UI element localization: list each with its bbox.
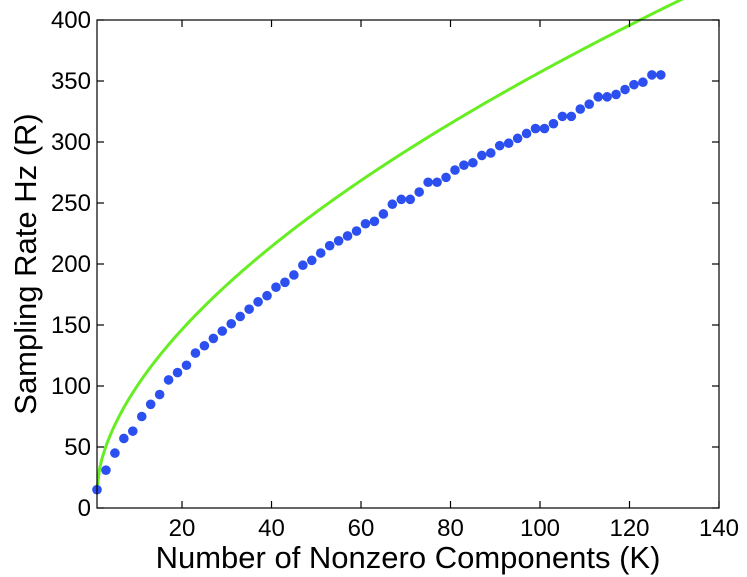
data-point bbox=[396, 194, 407, 205]
data-point bbox=[459, 160, 469, 170]
x-tick-label: 80 bbox=[437, 515, 464, 542]
y-tick-label: 400 bbox=[51, 7, 91, 34]
x-axis-label: Number of Nonzero Components (K) bbox=[156, 540, 661, 575]
y-tick-label: 50 bbox=[64, 434, 91, 461]
data-point bbox=[351, 226, 362, 236]
x-tick-label: 120 bbox=[609, 515, 649, 542]
data-point bbox=[423, 177, 433, 188]
data-point bbox=[298, 260, 308, 271]
data-point bbox=[584, 99, 595, 109]
data-points-layer bbox=[92, 70, 666, 495]
data-point bbox=[342, 231, 353, 241]
data-point bbox=[119, 433, 129, 444]
data-point bbox=[378, 209, 389, 219]
data-point bbox=[101, 465, 111, 475]
data-point bbox=[477, 150, 487, 161]
data-point bbox=[638, 77, 648, 88]
data-point bbox=[271, 282, 281, 292]
data-point bbox=[360, 218, 371, 229]
fit-curve bbox=[95, 0, 684, 490]
data-point bbox=[333, 236, 344, 246]
data-point bbox=[262, 290, 272, 301]
axis-ticks-layer: 0 50 100 150 200 250 300 350 400 20 40 60 80 100 120 14… bbox=[51, 7, 739, 542]
x-tick-label: 20 bbox=[169, 515, 196, 542]
data-point bbox=[217, 326, 228, 336]
data-point bbox=[387, 199, 398, 210]
data-point bbox=[450, 165, 460, 175]
data-point bbox=[414, 187, 424, 197]
data-point bbox=[154, 389, 165, 400]
data-point bbox=[226, 318, 237, 329]
data-point bbox=[611, 89, 621, 100]
data-point bbox=[136, 411, 147, 422]
x-tick-label: 140 bbox=[699, 515, 739, 542]
data-point bbox=[530, 123, 541, 134]
data-point bbox=[172, 367, 183, 378]
data-point bbox=[566, 111, 577, 122]
data-point bbox=[557, 111, 568, 122]
data-point bbox=[253, 297, 263, 307]
data-point bbox=[315, 248, 326, 258]
data-point bbox=[521, 128, 532, 139]
data-point bbox=[468, 157, 478, 168]
y-tick-label: 0 bbox=[78, 495, 91, 522]
data-point bbox=[128, 426, 138, 436]
data-point bbox=[494, 140, 505, 151]
data-point bbox=[485, 148, 496, 158]
data-point bbox=[432, 177, 442, 188]
y-tick-label: 150 bbox=[51, 312, 91, 339]
data-point bbox=[289, 270, 299, 280]
data-point bbox=[163, 375, 174, 385]
data-point bbox=[593, 92, 603, 102]
y-tick-label: 100 bbox=[51, 373, 91, 400]
data-point bbox=[629, 79, 639, 90]
y-tick-label: 250 bbox=[51, 190, 91, 217]
data-point bbox=[145, 399, 156, 410]
data-point bbox=[647, 70, 657, 80]
data-point bbox=[280, 277, 290, 288]
data-point bbox=[512, 133, 523, 144]
data-point bbox=[324, 240, 335, 251]
y-tick-label: 300 bbox=[51, 129, 91, 156]
data-point bbox=[306, 255, 317, 266]
data-point bbox=[575, 104, 586, 114]
data-point bbox=[110, 448, 120, 458]
data-point bbox=[548, 118, 559, 129]
y-tick-label: 200 bbox=[51, 251, 91, 278]
data-point bbox=[199, 340, 210, 351]
data-point bbox=[602, 92, 612, 102]
x-tick-label: 40 bbox=[258, 515, 285, 542]
data-point bbox=[208, 333, 219, 344]
data-point bbox=[503, 138, 514, 149]
fit-curve-layer bbox=[95, 0, 684, 490]
data-point bbox=[369, 216, 380, 227]
data-point bbox=[244, 304, 254, 314]
y-axis-label: Sampling Rate Hz (R) bbox=[8, 113, 43, 414]
data-point bbox=[620, 84, 630, 95]
data-point bbox=[181, 360, 192, 371]
data-point bbox=[405, 194, 416, 205]
data-point bbox=[539, 123, 550, 134]
x-tick-label: 60 bbox=[348, 515, 375, 542]
x-tick-label: 100 bbox=[520, 515, 560, 542]
data-point bbox=[190, 348, 201, 358]
y-tick-label: 350 bbox=[51, 68, 91, 95]
data-point bbox=[656, 70, 666, 80]
data-point bbox=[235, 311, 245, 322]
data-point bbox=[441, 172, 451, 183]
